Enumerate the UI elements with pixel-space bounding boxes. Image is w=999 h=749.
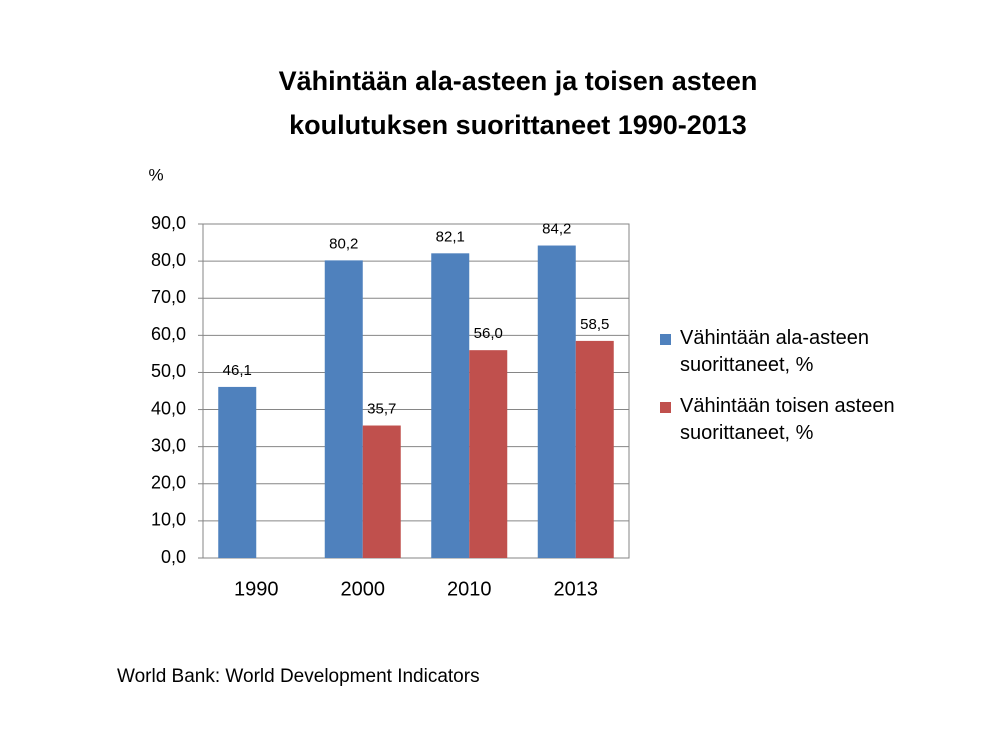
- y-tick-label: 0,0: [161, 547, 186, 567]
- y-tick-label: 70,0: [151, 287, 186, 307]
- y-axis-label: %: [148, 165, 163, 184]
- y-tick-label: 50,0: [151, 361, 186, 381]
- legend-item: Vähintään ala-asteen suorittaneet, %: [660, 325, 950, 379]
- y-tick-label: 60,0: [151, 324, 186, 344]
- plot-border: [202, 223, 630, 559]
- y-tick-label: 90,0: [151, 213, 186, 233]
- bar: [469, 350, 508, 558]
- legend-label: Vähintään ala-asteen suorittaneet, %: [680, 327, 870, 376]
- data-label: 80,2: [329, 235, 358, 252]
- bar: [218, 386, 257, 558]
- data-label: 82,1: [436, 228, 465, 245]
- legend-swatch: [660, 334, 671, 345]
- y-tick-label: 80,0: [151, 250, 186, 270]
- y-tick-label: 20,0: [151, 473, 186, 493]
- bar: [362, 425, 401, 558]
- bar: [324, 260, 363, 558]
- x-tick-label: 2010: [447, 578, 492, 600]
- data-label: 84,2: [542, 220, 571, 237]
- x-tick-label: 1990: [234, 578, 279, 600]
- bar: [575, 340, 614, 558]
- source: World Bank: World Development Indicators: [117, 666, 480, 687]
- bar: [431, 253, 470, 558]
- data-label: 56,0: [474, 325, 503, 342]
- legend: Vähintään ala-asteen suorittaneet, % Vähi…: [660, 325, 950, 461]
- data-label: 35,7: [367, 400, 396, 417]
- legend-label: Vähintään toisen asteen suorittaneet, %: [680, 395, 895, 444]
- x-tick-label: 2013: [554, 578, 599, 600]
- data-label: 46,1: [223, 362, 252, 379]
- y-tick-label: 10,0: [151, 510, 186, 530]
- y-tick-label: 40,0: [151, 398, 186, 418]
- legend-swatch: [660, 402, 671, 413]
- x-tick-label: 2000: [341, 578, 386, 600]
- chart-title: koulutuksen suorittaneet 1990-2013: [289, 110, 747, 140]
- legend-item: Vähintään toisen asteen suorittaneet, %: [660, 393, 950, 447]
- chart-title: Vähintään ala-asteen ja toisen asteen: [279, 66, 758, 96]
- data-label: 58,5: [580, 316, 609, 333]
- bar: [537, 245, 576, 558]
- y-tick-label: 30,0: [151, 435, 186, 455]
